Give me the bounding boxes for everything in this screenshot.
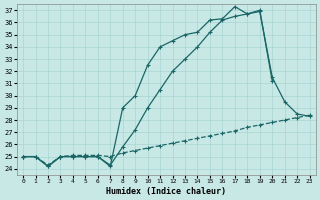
X-axis label: Humidex (Indice chaleur): Humidex (Indice chaleur) bbox=[106, 187, 226, 196]
